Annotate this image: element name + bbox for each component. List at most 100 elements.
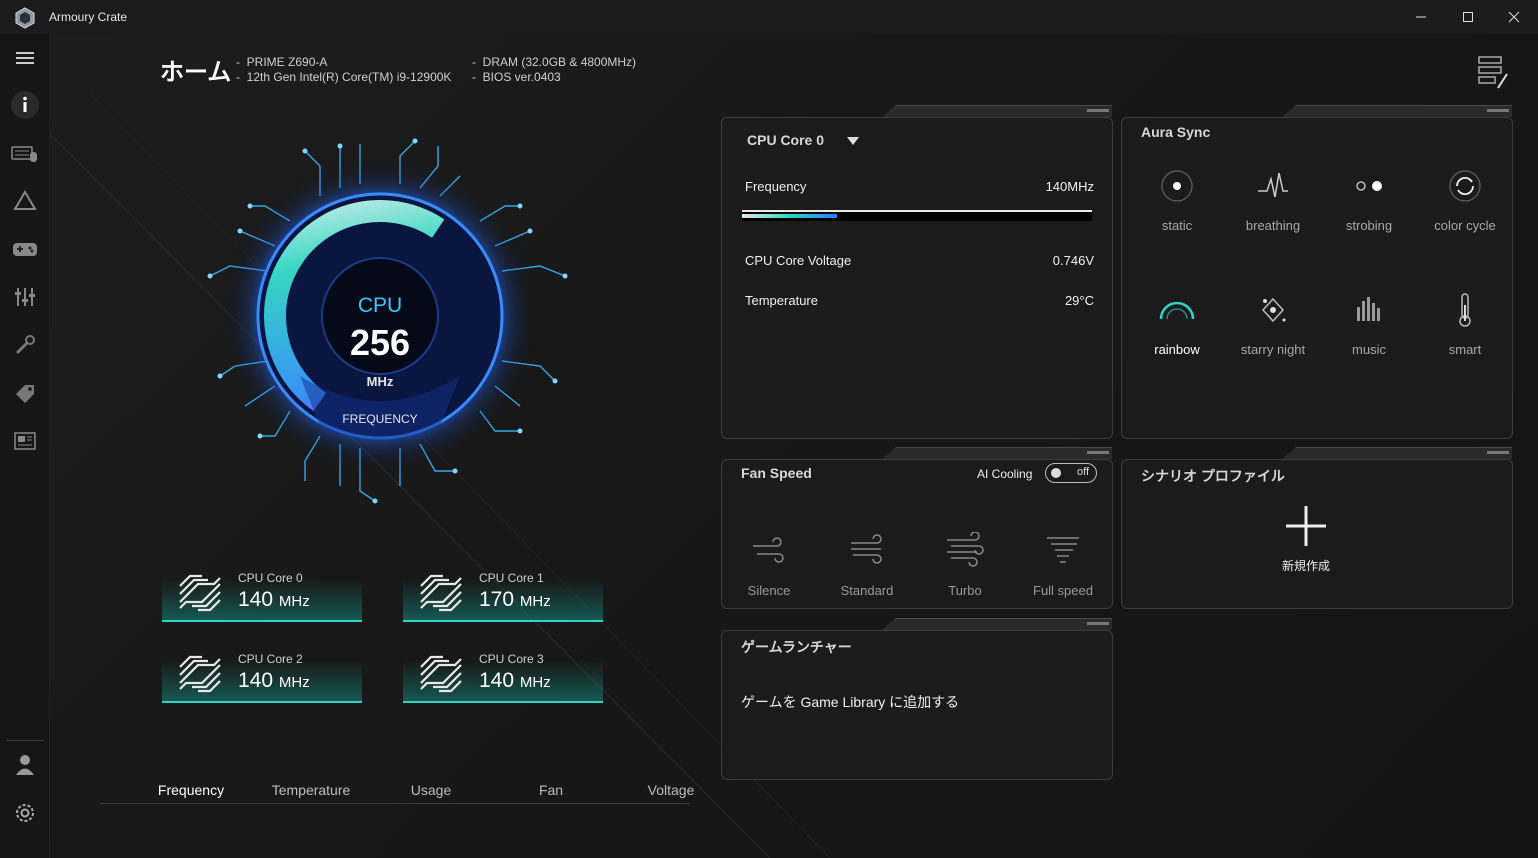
frequency-label: Frequency — [745, 179, 807, 194]
gauge-caption: FREQUENCY — [342, 412, 418, 426]
tab-voltage[interactable]: Voltage — [647, 782, 695, 798]
card-tab — [882, 447, 1112, 459]
sidebar-item-gamevisual[interactable] — [9, 233, 41, 265]
tab-fan[interactable]: Fan — [538, 782, 564, 798]
sidebar-item-tools[interactable] — [9, 329, 41, 361]
frequency-bar — [742, 210, 1092, 221]
aura-triangle-icon — [13, 190, 37, 210]
sidebar-item-deals[interactable] — [9, 377, 41, 409]
window-title: Armoury Crate — [49, 10, 128, 24]
sidebar-item-settings[interactable] — [9, 797, 41, 829]
tab-frequency[interactable]: Frequency — [157, 782, 225, 798]
aura-effect-strobing[interactable]: strobing — [1321, 166, 1417, 233]
cpu-chip-icon — [179, 655, 221, 693]
maximize-button[interactable] — [1445, 0, 1491, 34]
game-title: ゲームランチャー — [741, 639, 852, 655]
widget-edit-button[interactable] — [1476, 54, 1510, 92]
gauge-label: CPU — [357, 294, 403, 317]
toggle-knob — [1051, 468, 1061, 478]
sidebar-item-news[interactable] — [9, 425, 41, 457]
aura-effect-breathing[interactable]: breathing — [1225, 166, 1321, 233]
temperature-label: Temperature — [745, 293, 818, 308]
tag-icon — [16, 385, 34, 403]
gauge-value: 256 — [349, 322, 411, 363]
core-card-1: CPU Core 1 170 MHz — [403, 562, 603, 622]
hamburger-menu-button[interactable] — [9, 42, 41, 74]
color-cycle-icon — [1449, 170, 1481, 202]
rainbow-icon — [1159, 301, 1195, 320]
thermometer-icon — [1459, 293, 1471, 327]
aura-effect-color-cycle[interactable]: color cycle — [1417, 166, 1513, 233]
wind-silence-icon — [753, 537, 784, 563]
core-name: CPU Core 0 — [238, 571, 303, 585]
new-profile-button[interactable]: 新規作成 — [1256, 504, 1356, 574]
maximize-icon — [1463, 12, 1473, 22]
close-button[interactable] — [1491, 0, 1537, 34]
minimize-button[interactable] — [1398, 0, 1444, 34]
page-title: ホーム — [160, 59, 232, 86]
fan-title: Fan Speed — [741, 465, 812, 481]
card-tab — [1282, 447, 1512, 459]
aura-effect-starry-night[interactable]: starry night — [1225, 290, 1321, 357]
fan-mode-silence[interactable]: Silence — [720, 532, 818, 598]
sidebar-item-devices[interactable] — [9, 137, 41, 169]
aura-sync-card: Aura Sync static breathing strobing colo… — [1121, 105, 1513, 439]
sliders-icon — [15, 288, 35, 306]
aura-effect-rainbow[interactable]: rainbow — [1129, 290, 1225, 357]
core-select-dropdown[interactable]: CPU Core 0 — [747, 132, 867, 152]
wrench-icon — [15, 335, 35, 355]
aura-title: Aura Sync — [1141, 124, 1211, 140]
fan-mode-standard[interactable]: Standard — [818, 532, 916, 598]
close-icon — [1508, 11, 1520, 23]
toggle-state: off — [1076, 466, 1089, 478]
temperature-value: 29°C — [1064, 293, 1094, 308]
aura-effect-smart[interactable]: smart — [1417, 290, 1513, 357]
game-launcher-card: ゲームランチャー ゲームを Game Library に追加する — [721, 618, 1113, 780]
tornado-icon — [1047, 537, 1079, 563]
aura-effect-music[interactable]: music — [1321, 290, 1417, 357]
voltage-value: 0.746V — [1052, 253, 1094, 268]
fan-mode-full-speed[interactable]: Full speed — [1014, 532, 1112, 598]
sidebar-item-user[interactable] — [9, 748, 41, 780]
sidebar-item-system[interactable] — [9, 281, 41, 313]
core-card-0: CPU Core 0 140 MHz — [162, 562, 362, 622]
user-icon — [16, 755, 34, 775]
spec-motherboard: - PRIME Z690-A — [236, 55, 328, 69]
card-tab — [1282, 105, 1512, 117]
aura-effect-static[interactable]: static — [1129, 166, 1225, 233]
core-name: CPU Core 1 — [479, 571, 544, 585]
core-card-3: CPU Core 3 140 MHz — [403, 643, 603, 703]
music-icon — [1357, 297, 1380, 321]
tab-usage[interactable]: Usage — [410, 782, 452, 798]
sidebar-item-home[interactable] — [9, 89, 41, 121]
fan-mode-turbo[interactable]: Turbo — [916, 531, 1014, 598]
tab-temperature[interactable]: Temperature — [271, 782, 351, 798]
ai-cooling-label: AI Cooling — [977, 467, 1033, 481]
metric-tabs: Frequency Temperature Usage Fan Voltage — [100, 774, 694, 804]
hamburger-icon — [16, 52, 34, 64]
ai-cooling-toggle[interactable]: off — [1045, 463, 1097, 483]
new-profile-label: 新規作成 — [1281, 559, 1330, 573]
strobing-icon — [1356, 181, 1382, 191]
add-game-link[interactable]: ゲームを Game Library に追加する — [741, 694, 960, 710]
cpu-chip-icon — [179, 574, 221, 612]
core-card-2: CPU Core 2 140 MHz — [162, 643, 362, 703]
info-icon — [11, 91, 39, 119]
frequency-value: 140MHz — [1045, 179, 1094, 194]
sidebar-item-aura[interactable] — [9, 185, 41, 217]
keyboard-mouse-icon — [11, 146, 37, 162]
cpu-chip-icon — [420, 655, 462, 693]
voltage-label: CPU Core Voltage — [745, 253, 852, 268]
scenario-profile-card: シナリオ プロファイル 新規作成 — [1121, 447, 1513, 609]
core-name: CPU Core 2 — [238, 652, 303, 666]
starry-night-icon — [1261, 297, 1286, 323]
core-value: 170 MHz — [479, 588, 551, 611]
core-name: CPU Core 3 — [479, 652, 544, 666]
gear-icon — [16, 804, 34, 822]
cpu-core-card: CPU Core 0 Frequency 140MHz CPU Core Vol… — [721, 105, 1113, 439]
sidebar — [0, 34, 50, 858]
gauge-unit: MHz — [366, 374, 394, 389]
wind-turbo-icon — [947, 531, 984, 567]
gamepad-icon — [13, 243, 37, 256]
app-logo-icon — [15, 7, 35, 29]
